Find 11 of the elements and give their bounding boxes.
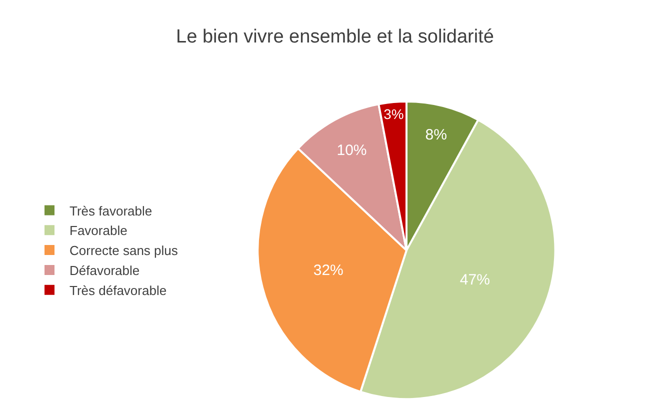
data-label: 3% (384, 106, 404, 122)
data-label: 8% (425, 126, 447, 144)
legend-label: Correcte sans plus (70, 243, 178, 258)
legend-label: Très défavorable (70, 282, 167, 298)
legend-label: Défavorable (70, 263, 140, 278)
legend-label: Très favorable (70, 203, 152, 218)
data-label: 10% (336, 142, 367, 160)
data-label: 32% (313, 262, 344, 279)
chart-title: Le bien vivre ensemble et la solidarité (176, 26, 494, 48)
data-label: 47% (460, 271, 490, 288)
legend-label: Favorable (70, 223, 128, 238)
